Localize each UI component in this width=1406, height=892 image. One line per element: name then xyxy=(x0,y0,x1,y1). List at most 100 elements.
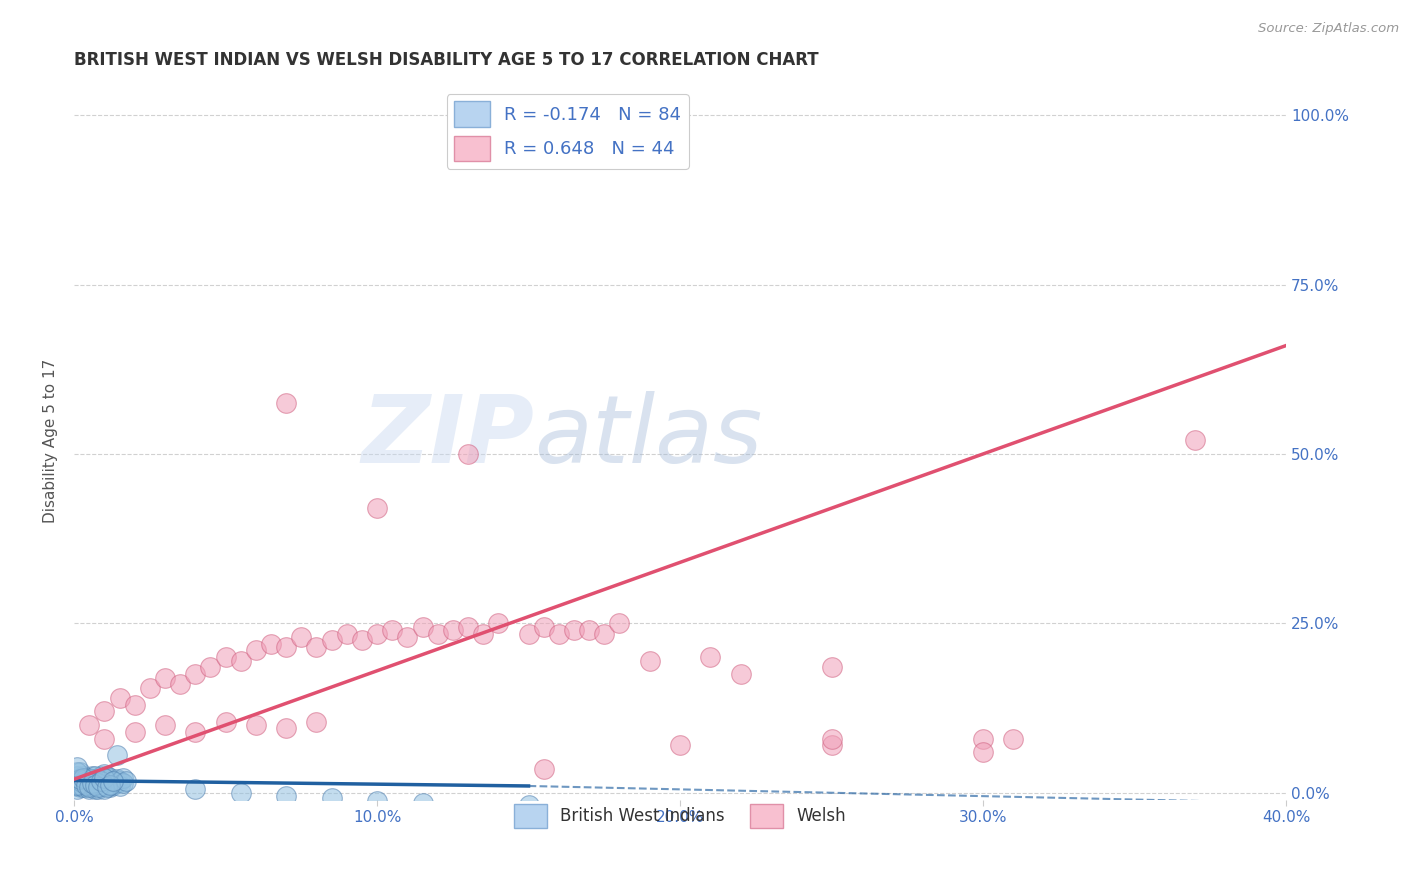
Point xyxy=(111,775,134,789)
Point xyxy=(77,775,100,789)
Point xyxy=(412,796,434,810)
Point xyxy=(96,780,118,795)
Point xyxy=(66,779,89,793)
Point xyxy=(972,745,994,759)
Point xyxy=(72,775,94,789)
Point xyxy=(820,660,842,674)
Point xyxy=(412,620,434,634)
Point xyxy=(184,667,207,681)
Point xyxy=(350,633,373,648)
Point xyxy=(229,786,252,800)
Point xyxy=(336,626,359,640)
Point xyxy=(426,626,449,640)
Point xyxy=(93,771,115,785)
Point xyxy=(820,731,842,746)
Point xyxy=(69,775,91,789)
Point xyxy=(457,447,479,461)
Point xyxy=(472,626,495,640)
Point xyxy=(93,772,115,787)
Point xyxy=(533,620,555,634)
Point xyxy=(609,616,631,631)
Point xyxy=(66,769,89,783)
Point xyxy=(82,780,104,795)
Point xyxy=(72,778,94,792)
Point xyxy=(82,772,104,787)
Point xyxy=(1002,731,1025,746)
Point xyxy=(486,616,509,631)
Point xyxy=(90,769,112,783)
Point xyxy=(82,775,104,789)
Point xyxy=(533,762,555,776)
Point xyxy=(69,780,91,795)
Point xyxy=(366,501,388,516)
Point xyxy=(321,791,343,805)
Point xyxy=(66,778,89,792)
Point xyxy=(972,731,994,746)
Point xyxy=(108,779,131,793)
Point xyxy=(103,773,125,788)
Point xyxy=(441,623,464,637)
Point xyxy=(96,769,118,783)
Point xyxy=(69,772,91,787)
Point xyxy=(276,789,298,804)
Point xyxy=(366,626,388,640)
Point xyxy=(87,782,110,797)
Point xyxy=(90,780,112,795)
Point xyxy=(69,765,91,780)
Point xyxy=(305,640,328,654)
Point xyxy=(66,765,89,780)
Point xyxy=(229,654,252,668)
Point xyxy=(82,769,104,783)
Point xyxy=(124,724,146,739)
Point xyxy=(457,620,479,634)
Point xyxy=(69,771,91,785)
Point xyxy=(820,739,842,753)
Point xyxy=(578,623,600,637)
Point xyxy=(77,780,100,795)
Point xyxy=(730,667,752,681)
Point xyxy=(75,773,97,788)
Point xyxy=(87,771,110,785)
Point xyxy=(72,771,94,785)
Point xyxy=(184,724,207,739)
Point xyxy=(562,623,585,637)
Point xyxy=(547,626,569,640)
Text: Source: ZipAtlas.com: Source: ZipAtlas.com xyxy=(1258,22,1399,36)
Point xyxy=(517,797,540,812)
Point xyxy=(593,626,616,640)
Point xyxy=(66,782,89,797)
Point xyxy=(276,640,298,654)
Point xyxy=(75,772,97,787)
Point xyxy=(82,778,104,792)
Text: BRITISH WEST INDIAN VS WELSH DISABILITY AGE 5 TO 17 CORRELATION CHART: BRITISH WEST INDIAN VS WELSH DISABILITY … xyxy=(75,51,818,69)
Point xyxy=(93,731,115,746)
Point xyxy=(84,782,107,797)
Point xyxy=(169,677,191,691)
Y-axis label: Disability Age 5 to 17: Disability Age 5 to 17 xyxy=(44,359,58,523)
Point xyxy=(84,772,107,787)
Point xyxy=(153,718,176,732)
Point xyxy=(111,771,134,785)
Point xyxy=(72,769,94,783)
Point xyxy=(69,778,91,792)
Text: ZIP: ZIP xyxy=(361,391,534,483)
Point xyxy=(305,714,328,729)
Point xyxy=(200,660,222,674)
Point xyxy=(87,778,110,792)
Point xyxy=(214,650,236,665)
Point xyxy=(276,396,298,410)
Point xyxy=(260,637,283,651)
Point xyxy=(93,779,115,793)
Point xyxy=(245,718,267,732)
Point xyxy=(396,630,419,644)
Point xyxy=(96,773,118,788)
Point xyxy=(75,771,97,785)
Point xyxy=(77,773,100,788)
Point xyxy=(103,773,125,788)
Point xyxy=(75,778,97,792)
Point xyxy=(66,760,89,774)
Point xyxy=(366,794,388,808)
Point xyxy=(100,775,122,789)
Point xyxy=(93,782,115,797)
Point xyxy=(72,773,94,788)
